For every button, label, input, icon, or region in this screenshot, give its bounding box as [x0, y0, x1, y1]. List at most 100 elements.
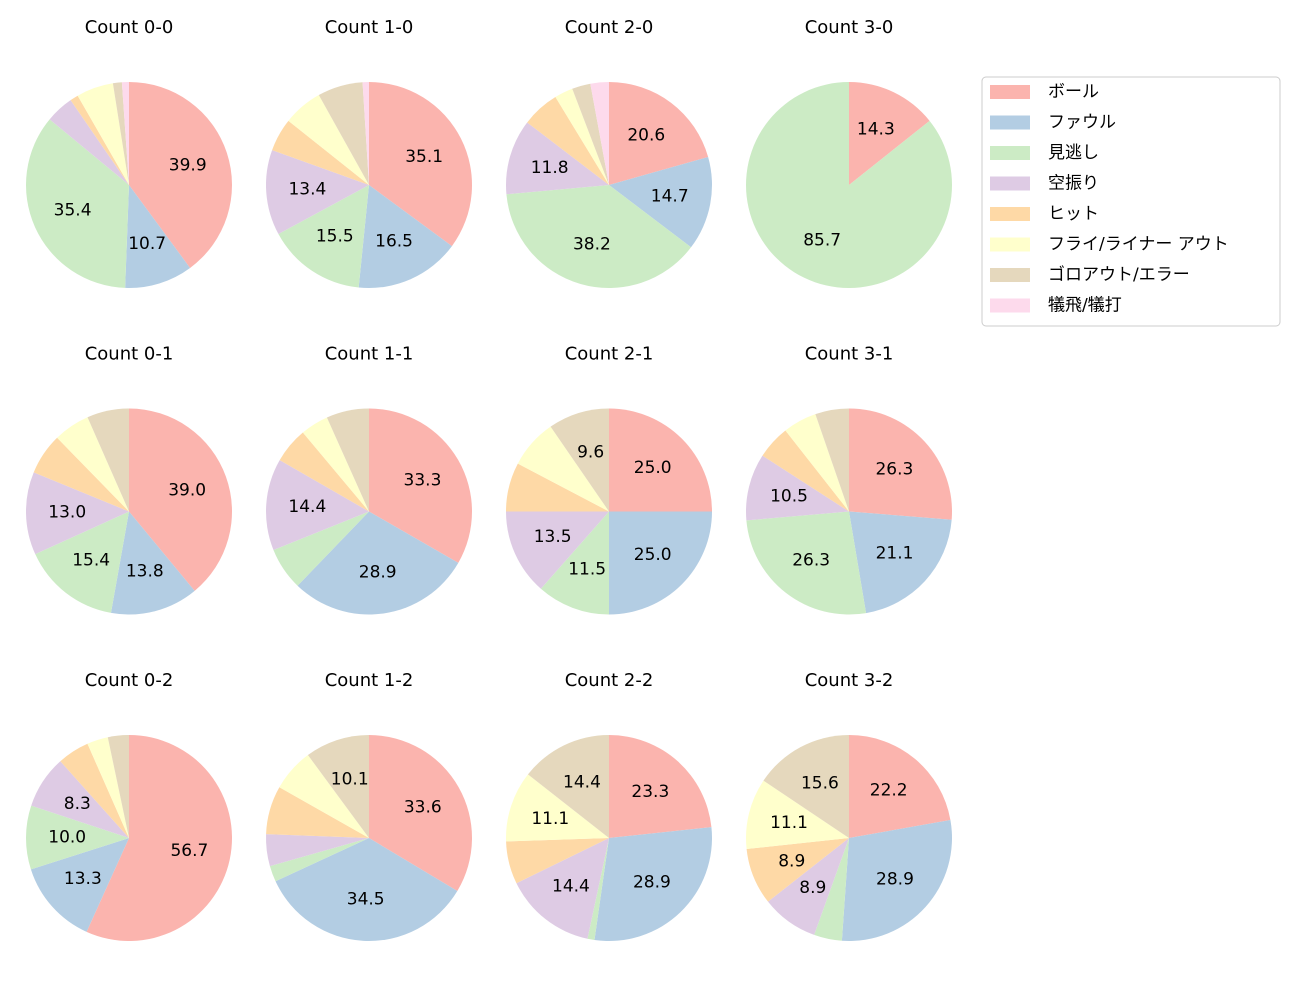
data-label: 14.4	[552, 877, 590, 897]
pie-slice	[506, 463, 609, 512]
legend-label: ヒット	[1048, 204, 1099, 224]
legend-label: フライ/ライナー アウト	[1048, 235, 1229, 255]
pie-slice	[506, 511, 609, 589]
legend-swatch	[990, 268, 1030, 282]
pie-slice	[745, 455, 849, 521]
chart-title: Count 3-0	[805, 17, 894, 38]
pie-slice	[849, 511, 952, 614]
data-label: 8.3	[64, 794, 91, 814]
data-label: 39.9	[169, 156, 207, 176]
pie-slice	[273, 511, 369, 586]
legend-swatch	[990, 115, 1030, 130]
pie-slice	[362, 82, 369, 185]
pie-slice	[77, 83, 129, 185]
pie-slice	[527, 97, 609, 185]
pie-slice	[594, 827, 712, 941]
pie-slice	[129, 408, 232, 591]
legend-swatch	[990, 85, 1030, 99]
data-label: 22.2	[870, 781, 908, 801]
data-label: 28.9	[876, 869, 914, 889]
pie-slice	[272, 120, 369, 185]
pie-slice	[110, 511, 195, 615]
pie-slice	[70, 95, 129, 185]
pie-slice	[87, 737, 129, 838]
data-label: 14.3	[857, 119, 895, 139]
chart-title: Count 3-2	[805, 670, 894, 691]
data-label: 11.5	[568, 559, 606, 579]
data-label: 16.5	[375, 231, 413, 251]
data-label: 38.2	[573, 234, 611, 254]
legend-box	[981, 76, 1281, 327]
data-label: 13.4	[288, 180, 326, 200]
legend-label: 見逃し	[1048, 143, 1099, 163]
legend-label: ゴロアウト/エラー	[1048, 264, 1190, 285]
data-label: 14.4	[288, 497, 326, 517]
data-label: 25.0	[634, 545, 672, 565]
pie-slice	[266, 150, 369, 235]
data-label: 13.5	[534, 527, 572, 547]
data-label: 33.6	[404, 798, 442, 818]
pie-slice	[587, 838, 609, 940]
pie-slice	[266, 787, 369, 838]
data-label: 28.9	[359, 563, 397, 583]
pie-slice	[609, 511, 712, 615]
chart-title: Count 0-1	[85, 344, 174, 365]
data-label: 35.1	[405, 147, 443, 167]
pie-slice	[517, 426, 609, 512]
data-label: 8.9	[778, 851, 805, 871]
pie-slice	[302, 417, 369, 512]
data-label: 26.3	[792, 550, 830, 570]
pie-slice	[785, 414, 849, 512]
legend-label: 犠飛/犠打	[1048, 296, 1122, 316]
data-label: 15.4	[72, 550, 110, 570]
legend-swatch	[990, 176, 1030, 191]
pie-slice	[265, 460, 369, 551]
pie-slice	[107, 735, 129, 838]
pie-slice	[369, 82, 473, 247]
pie-slice	[358, 185, 452, 288]
data-label: 10.1	[331, 769, 369, 789]
legend-label: 空振り	[1048, 174, 1099, 194]
pie-slice	[112, 82, 129, 185]
data-label: 13.0	[48, 503, 86, 523]
data-label: 10.0	[48, 828, 86, 848]
pie-slice	[746, 82, 953, 288]
pie-slice	[275, 838, 458, 942]
pie-slice	[129, 82, 232, 268]
pie-slice	[87, 408, 129, 512]
pie-slice	[609, 82, 709, 185]
data-label: 11.1	[770, 813, 808, 833]
data-label: 11.1	[531, 809, 569, 829]
pie-slice	[609, 157, 712, 248]
pie-slice	[307, 735, 369, 838]
data-label: 15.5	[316, 226, 354, 246]
pie-slice	[369, 408, 472, 563]
data-label: 13.8	[126, 561, 164, 581]
pie-slice	[609, 735, 712, 838]
legend-swatch	[990, 146, 1030, 160]
pie-slice	[555, 88, 609, 185]
pie-slice	[590, 82, 609, 185]
pie-slice	[762, 430, 849, 512]
pie-slice	[266, 834, 369, 867]
data-label: 21.1	[876, 543, 914, 563]
pie-slice	[768, 838, 849, 935]
pie-slice	[30, 838, 129, 932]
pie-slice	[516, 838, 609, 939]
data-label: 10.5	[770, 487, 808, 507]
chart-title: Count 2-1	[565, 344, 654, 365]
pie-slice	[60, 743, 129, 838]
pie-slice	[763, 735, 849, 838]
pie-slice	[746, 780, 849, 849]
pie-slice	[505, 774, 609, 842]
pie-slice	[297, 511, 459, 615]
pie-slice	[849, 408, 952, 520]
pie-slice	[121, 82, 129, 185]
data-label: 23.3	[631, 782, 669, 802]
legend-label: ボール	[1048, 82, 1099, 102]
pie-slice	[369, 735, 472, 891]
pie-slice	[26, 472, 130, 555]
legend-label: ファウル	[1048, 113, 1116, 133]
pie-slice	[318, 82, 369, 185]
